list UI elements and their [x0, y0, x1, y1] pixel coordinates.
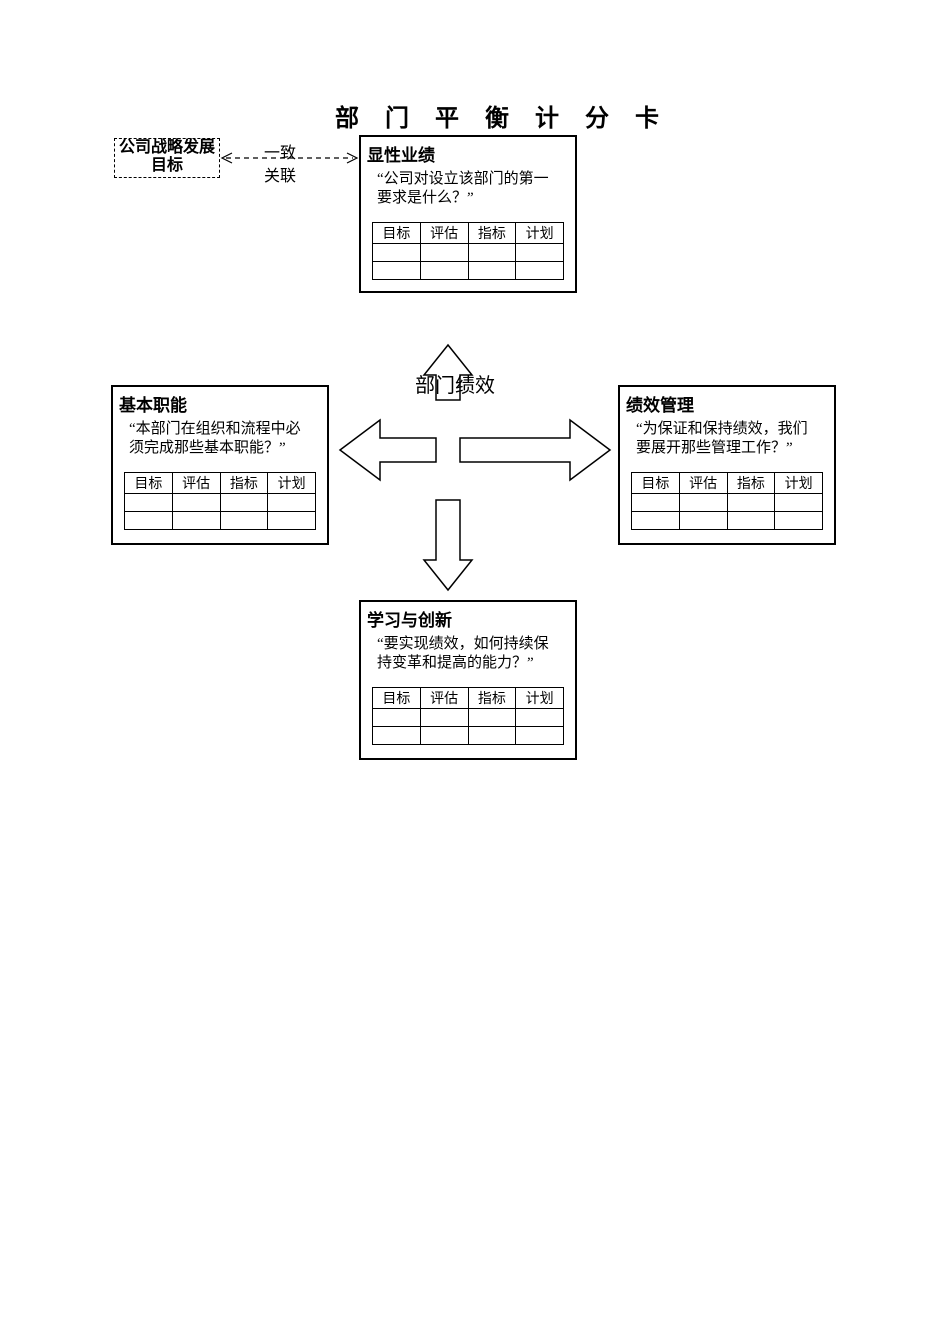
perspective-bottom-header: 学习与创新 — [367, 606, 569, 631]
col-header: 评估 — [420, 687, 468, 708]
col-header: 指标 — [468, 687, 516, 708]
perspective-left-header: 基本职能 — [119, 391, 321, 416]
col-header: 计划 — [268, 472, 316, 493]
perspective-top-header: 显性业绩 — [367, 141, 569, 166]
connector-label-bottom: 关联 — [264, 162, 296, 186]
col-header: 评估 — [420, 222, 468, 243]
strategic-goal-box: 公司战略发展目标 — [114, 138, 220, 178]
perspective-right-header: 绩效管理 — [626, 391, 828, 416]
perspective-top-visible-performance: 显性业绩 “公司对设立该部门的第一要求是什么？” 目标 评估 指标 计划 — [359, 135, 577, 293]
center-label: 部门绩效 — [415, 369, 495, 398]
perspective-left-desc: “本部门在组织和流程中必须完成那些基本职能？” — [119, 420, 321, 458]
col-header: 指标 — [727, 472, 775, 493]
perspective-bottom-desc: “要实现绩效，如何持续保持变革和提高的能力？” — [367, 635, 569, 673]
perspective-right-desc: “为保证和保持绩效，我们要展开那些管理工作？” — [626, 420, 828, 458]
perspective-right-performance-mgmt: 绩效管理 “为保证和保持绩效，我们要展开那些管理工作？” 目标 评估 指标 计划 — [618, 385, 836, 545]
perspective-top-table: 目标 评估 指标 计划 — [372, 222, 564, 280]
perspective-bottom-learning: 学习与创新 “要实现绩效，如何持续保持变革和提高的能力？” 目标 评估 指标 计… — [359, 600, 577, 760]
col-header: 目标 — [125, 472, 173, 493]
perspective-left-basic-function: 基本职能 “本部门在组织和流程中必须完成那些基本职能？” 目标 评估 指标 计划 — [111, 385, 329, 545]
col-header: 指标 — [220, 472, 268, 493]
col-header: 计划 — [516, 222, 564, 243]
diagram-title: 部 门 平 衡 计 分 卡 — [335, 98, 669, 133]
col-header: 评估 — [172, 472, 220, 493]
perspective-right-table: 目标 评估 指标 计划 — [631, 472, 823, 530]
perspective-top-desc: “公司对设立该部门的第一要求是什么？” — [367, 170, 569, 208]
perspective-left-table: 目标 评估 指标 计划 — [124, 472, 316, 530]
col-header: 指标 — [468, 222, 516, 243]
connector-label-top: 一致 — [264, 139, 296, 163]
col-header: 计划 — [775, 472, 823, 493]
col-header: 目标 — [373, 222, 421, 243]
col-header: 目标 — [373, 687, 421, 708]
perspective-bottom-table: 目标 评估 指标 计划 — [372, 687, 564, 745]
col-header: 计划 — [516, 687, 564, 708]
col-header: 评估 — [679, 472, 727, 493]
col-header: 目标 — [632, 472, 680, 493]
